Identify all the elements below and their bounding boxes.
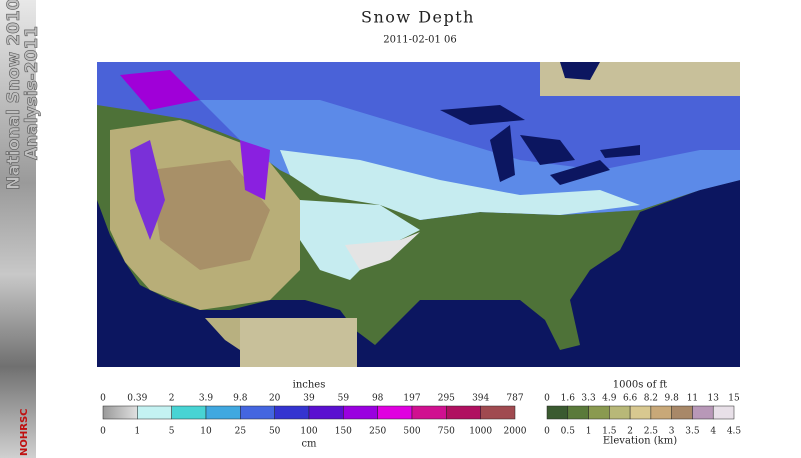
legend-unit: 1000s of ft (613, 380, 667, 391)
legend-swatch (308, 405, 344, 420)
legend-bottom-label: 1 (134, 427, 140, 437)
legend-swatch (102, 405, 138, 420)
legend-bottom-label: 2.5 (644, 427, 659, 437)
legend-bottom-label: 1000 (469, 427, 492, 437)
legend-top-label: 20 (269, 394, 281, 404)
sidebar-title: National Snow 2010- (4, 0, 24, 190)
legend-swatch (546, 405, 569, 420)
legend-bottom-label: 0.5 (561, 427, 576, 437)
legend-bottom-label: 0 (544, 427, 550, 437)
legend-top-label: 9.8 (665, 394, 680, 404)
legend-top-label: 0 (100, 394, 106, 404)
legend-bottom-label: 5 (169, 427, 175, 437)
legend-swatch (446, 405, 481, 420)
legend-bottom-label: 250 (369, 427, 386, 437)
sidebar-image (0, 0, 36, 458)
legend-top-label: 8.2 (644, 394, 658, 404)
legend-top-label: 787 (506, 394, 523, 404)
legend-unit: Elevation (km) (603, 436, 677, 447)
sidebar-title: Analysis-2011 (22, 26, 42, 160)
legend-top-label: 11 (687, 394, 698, 404)
legend-swatch (240, 405, 275, 420)
legend-top-label: 3.9 (199, 394, 214, 404)
legend-top-label: 39 (303, 394, 315, 404)
map (97, 62, 740, 367)
legend-top-label: 9.8 (233, 394, 248, 404)
legend-top-label: 0 (544, 394, 550, 404)
legend-swatch (671, 405, 693, 420)
legend-swatch (609, 405, 631, 420)
legend-unit: cm (301, 439, 317, 450)
legend-swatch (588, 405, 610, 420)
legend-bottom-label: 50 (269, 427, 281, 437)
legend-bottom-label: 4.5 (727, 427, 742, 437)
legend-swatch (567, 405, 589, 420)
legend-top-label: 59 (338, 394, 350, 404)
legend-top-label: 4.9 (602, 394, 617, 404)
legend-top-label: 2 (169, 394, 175, 404)
legend-swatch (137, 405, 172, 420)
legend-bottom-label: 10 (200, 427, 212, 437)
legend-top-label: 0.39 (127, 394, 147, 404)
sidebar-logo: NOHRSC (19, 409, 30, 456)
legend-swatch (629, 405, 652, 420)
legend-bottom-label: 2 (627, 427, 633, 437)
legend-swatch (411, 405, 447, 420)
legend-top-label: 3.3 (581, 394, 596, 404)
legend-swatch (480, 405, 516, 420)
elevation-legend: 1000s of ft Elevation (km) 0 1.6 3.3 4.9 6.6… (544, 380, 741, 447)
legend-bottom-label: 3.5 (685, 427, 700, 437)
legend-bottom-label: 150 (335, 427, 352, 437)
legend-bottom-label: 4 (710, 427, 716, 437)
legend-bottom-label: 1 (586, 427, 592, 437)
legend-bottom-label: 25 (235, 427, 247, 437)
subtitle: 2011-02-01 06 (383, 35, 457, 46)
legend-bottom-label: 2000 (504, 427, 527, 437)
legend-bottom-label: 750 (438, 427, 455, 437)
legend-swatch (205, 405, 241, 420)
legend-swatch (712, 405, 735, 420)
legend-top-label: 197 (403, 394, 420, 404)
legend-top-label: 6.6 (623, 394, 638, 404)
legend-swatch (650, 405, 672, 420)
legend-top-label: 394 (472, 394, 489, 404)
legend-bottom-label: 3 (669, 427, 675, 437)
legend-swatch (171, 405, 207, 420)
legend-top-label: 15 (728, 394, 740, 404)
title: Snow Depth (361, 8, 475, 27)
legend-bottom-label: 100 (300, 427, 317, 437)
legend-swatch (377, 405, 413, 420)
legend-top-label: 13 (707, 394, 719, 404)
legend-top-label: 295 (438, 394, 455, 404)
legend-unit: inches (293, 380, 326, 391)
legend-swatch (343, 405, 378, 420)
legend-top-label: 98 (372, 394, 384, 404)
legend-bottom-label: 0 (100, 427, 106, 437)
legend-bottom-label: 1.5 (602, 427, 617, 437)
snow-legend: inches cm 0 0.39 2 3.9 9.8 20 39 59 98 197 295 394 7… (100, 380, 527, 450)
legend-bottom-label: 500 (403, 427, 420, 437)
legend-swatch (692, 405, 714, 420)
legend-top-label: 1.6 (561, 394, 576, 404)
legend-swatch (274, 405, 310, 420)
